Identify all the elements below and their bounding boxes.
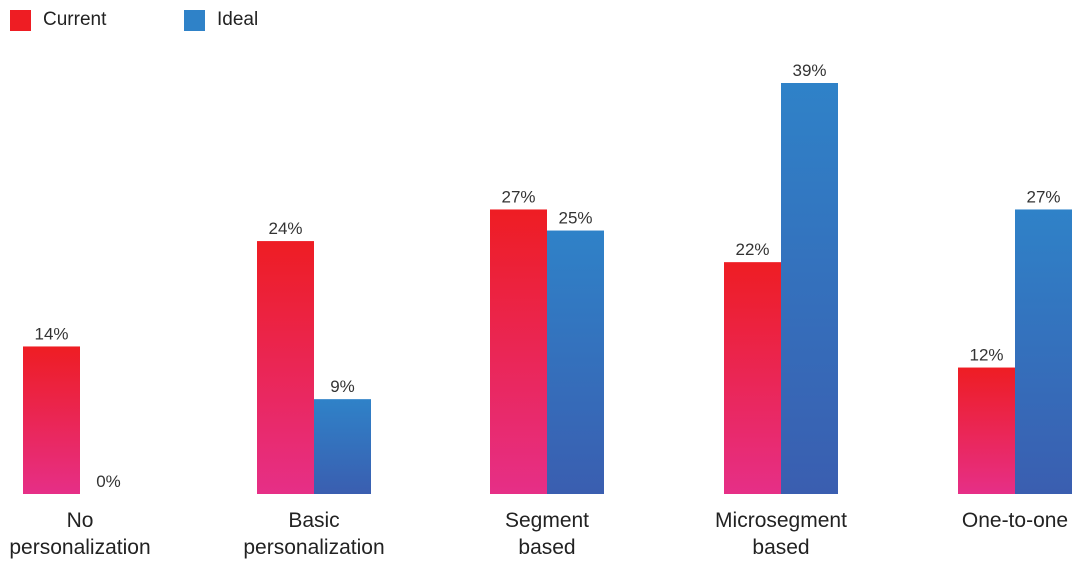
category-label-4: One-to-one <box>962 509 1068 532</box>
data-label-ideal-1: 9% <box>330 377 355 396</box>
bar-current-3 <box>724 262 781 494</box>
legend-swatch-ideal <box>184 9 205 31</box>
category-label-1: Basic personalization <box>243 509 384 559</box>
bar-current-0 <box>23 346 80 494</box>
data-label-ideal-2: 25% <box>558 209 592 228</box>
data-label-current-4: 12% <box>969 346 1003 365</box>
data-label-current-3: 22% <box>735 240 769 259</box>
bar-current-1 <box>257 241 314 494</box>
category-label-2: Segment based <box>505 509 589 559</box>
data-label-current-2: 27% <box>501 187 535 206</box>
bar-ideal-3 <box>781 83 838 494</box>
bar-ideal-1 <box>314 399 371 494</box>
legend-label-ideal: Ideal <box>217 9 259 30</box>
legend-swatch-current <box>10 9 31 31</box>
bar-current-2 <box>490 209 547 494</box>
category-label-0: No personalization <box>9 509 150 559</box>
legend-label-current: Current <box>43 9 107 30</box>
bar-ideal-2 <box>547 230 604 495</box>
data-label-current-0: 14% <box>34 324 68 343</box>
legend-item-ideal: Ideal <box>184 8 258 32</box>
data-label-ideal-0: 0% <box>96 472 121 491</box>
bar-ideal-4 <box>1015 209 1072 494</box>
legend-item-current: Current <box>10 8 106 32</box>
category-label-3: Microsegment based <box>715 509 847 559</box>
data-label-ideal-4: 27% <box>1026 187 1060 206</box>
data-label-ideal-3: 39% <box>792 61 826 80</box>
bar-current-4 <box>958 367 1015 494</box>
data-label-current-1: 24% <box>268 219 302 238</box>
